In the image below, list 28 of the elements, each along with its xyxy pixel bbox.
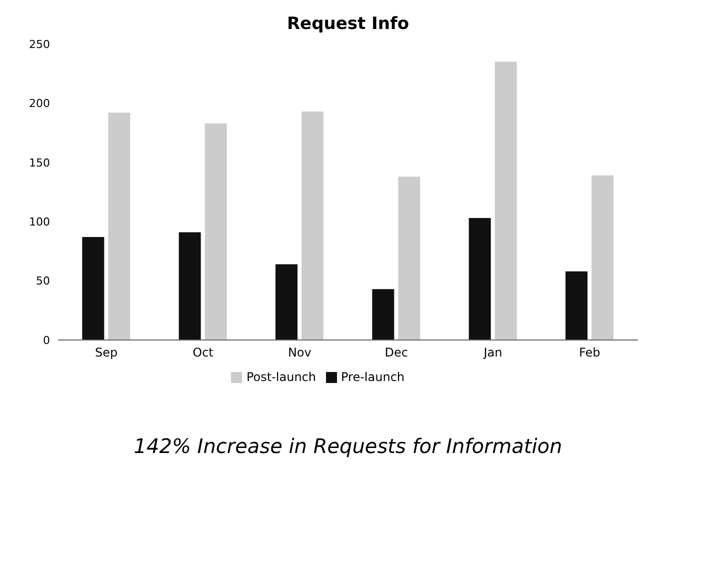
text: 142% Increase in Requests for Information [132, 434, 564, 458]
bar [592, 175, 614, 340]
bar [398, 176, 420, 340]
legend-label: Pre-launch [341, 370, 405, 384]
bar [108, 112, 130, 340]
bar [178, 232, 201, 340]
y-tick-label: 50 [36, 274, 50, 288]
bar [494, 62, 517, 340]
bar [566, 271, 588, 340]
x-tick-label: Oct [192, 346, 214, 360]
y-tick-label: 100 [29, 216, 50, 229]
bar [372, 289, 394, 340]
x-tick-label: Jan [482, 346, 502, 360]
bar [468, 218, 491, 340]
x-tick-label: Feb [579, 346, 600, 360]
y-tick-label: 0 [43, 334, 50, 347]
bar [302, 111, 324, 340]
y-tick-label: 150 [29, 156, 50, 170]
x-tick-label: Dec [384, 346, 408, 360]
bar [204, 123, 227, 340]
y-tick-label: 250 [29, 38, 50, 51]
chart-title: Request Info [286, 14, 410, 34]
x-tick-label: Nov [288, 346, 312, 360]
y-tick-label: 200 [29, 97, 50, 110]
bar [276, 264, 298, 340]
x-tick-label: Sep [95, 346, 118, 360]
legend-label: Post-launch [246, 370, 316, 384]
bar [82, 236, 104, 340]
